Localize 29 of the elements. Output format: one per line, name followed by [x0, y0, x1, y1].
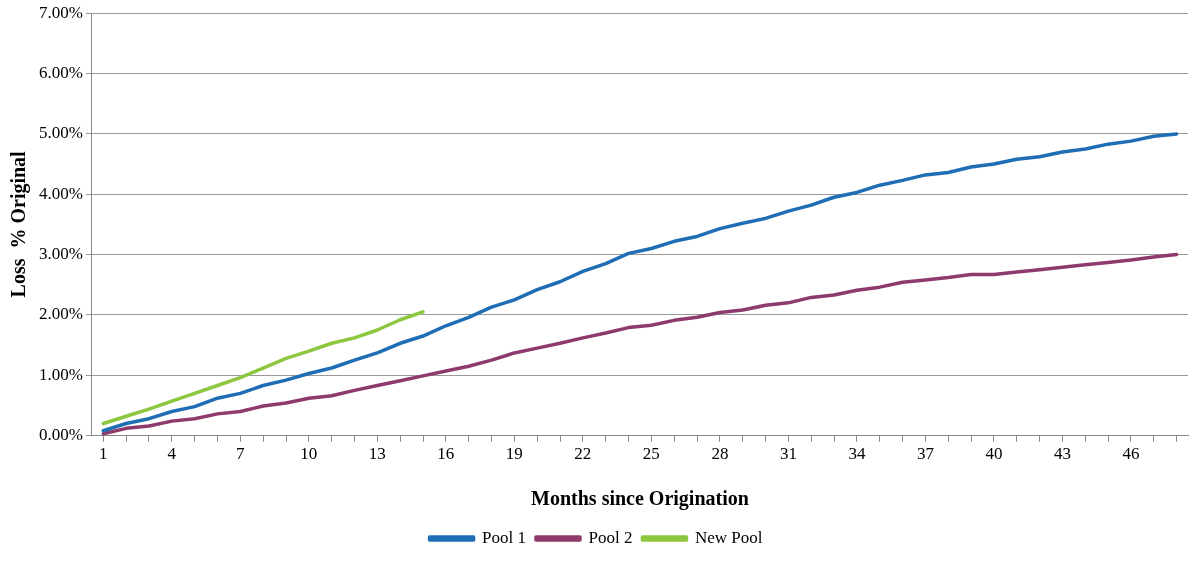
y-tick-label: 1.00% [38, 364, 83, 384]
y-tick-label: 6.00% [38, 63, 83, 83]
y-tick-label: 3.00% [38, 244, 83, 264]
y-tick-label: 0.00% [38, 425, 83, 445]
x-tick-label: 37 [916, 444, 935, 464]
y-tick-label: 4.00% [38, 183, 83, 203]
x-axis-title: Months since Origination [531, 487, 749, 511]
x-tick-label: 19 [505, 444, 523, 464]
x-tick-label: 4 [167, 444, 177, 464]
x-tick-label: 43 [1053, 444, 1071, 464]
y-tick-label: 7.00% [38, 2, 83, 22]
legend-label: Pool 2 [588, 527, 633, 547]
x-tick-label: 40 [985, 444, 1003, 464]
x-tick-label: 1 [99, 444, 108, 464]
y-tick-label: 2.00% [38, 304, 83, 324]
x-tick-label: 25 [642, 444, 660, 464]
x-tick-label: 46 [1122, 444, 1140, 464]
legend-label: New Pool [694, 527, 763, 547]
x-tick-label: 13 [368, 444, 386, 464]
y-tick-label: 5.00% [38, 123, 83, 143]
x-tick-label: 10 [300, 444, 318, 464]
x-tick-label: 28 [711, 444, 729, 464]
x-tick-label: 7 [236, 444, 246, 464]
legend-label: Pool 1 [482, 527, 526, 547]
x-tick-label: 31 [779, 444, 797, 464]
x-tick-label: 16 [437, 444, 455, 464]
y-axis-title: Loss % Original [7, 150, 31, 298]
x-tick-label: 34 [848, 444, 866, 464]
x-tick-label: 22 [574, 444, 592, 464]
